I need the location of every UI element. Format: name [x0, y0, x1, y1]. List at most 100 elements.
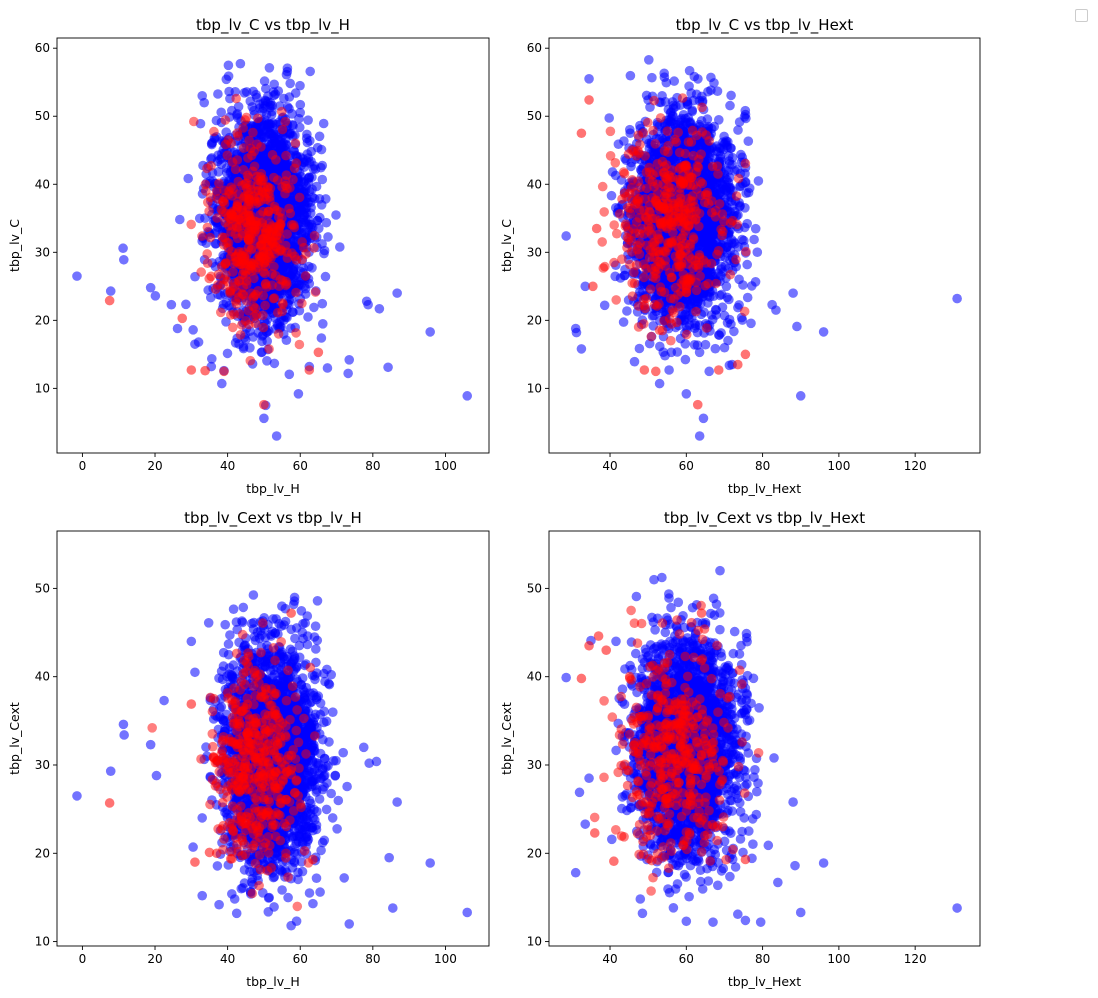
y-tick-label: 20	[35, 313, 50, 327]
highlight-point	[235, 330, 246, 340]
cluster-point	[317, 174, 328, 185]
data-point	[392, 288, 402, 298]
cluster-point	[712, 86, 723, 96]
data-point	[193, 337, 204, 347]
highlight-point	[280, 116, 291, 127]
cluster-point	[213, 89, 223, 99]
highlight-point	[233, 131, 243, 141]
cluster-point	[606, 190, 617, 201]
cluster-point	[719, 342, 730, 353]
cluster-point	[294, 305, 305, 316]
cluster-point	[750, 223, 761, 234]
cluster-point	[222, 348, 233, 359]
highlight-point	[241, 112, 252, 123]
cluster-point	[316, 200, 327, 210]
cluster-point	[218, 299, 229, 310]
cluster-point	[303, 173, 314, 184]
highlight-point	[228, 322, 238, 333]
highlight-point	[287, 248, 297, 258]
highlight-point	[258, 187, 268, 198]
highlight-point	[218, 196, 229, 207]
cluster-point	[726, 90, 736, 101]
x-tick-label: 0	[79, 459, 87, 473]
highlight-point	[249, 311, 260, 322]
data-point	[322, 363, 333, 373]
cluster-point	[317, 298, 328, 309]
y-tick-label: 50	[35, 109, 50, 123]
data-point	[383, 362, 393, 373]
highlight-point	[202, 258, 213, 269]
data-point	[197, 91, 208, 101]
data-point	[462, 391, 473, 401]
highlight-point	[248, 127, 258, 138]
highlight-point	[213, 280, 223, 290]
highlight-point	[104, 295, 115, 306]
cluster-point	[293, 206, 304, 216]
highlight-point	[244, 264, 255, 274]
highlight-point	[255, 210, 265, 220]
cluster-point	[259, 76, 270, 86]
highlight-point	[268, 293, 279, 304]
cluster-point	[307, 192, 318, 203]
cluster-point	[262, 163, 273, 173]
highlight-point	[313, 347, 324, 358]
highlight-point	[189, 116, 199, 127]
plot-frame	[56, 37, 490, 454]
highlight-point	[186, 365, 197, 375]
highlight-point	[209, 126, 219, 137]
data-point	[293, 389, 304, 399]
highlight-point	[244, 135, 254, 146]
highlight-point	[238, 143, 249, 153]
highlight-point	[269, 261, 279, 272]
highlight-point	[269, 201, 280, 212]
cluster-point	[216, 107, 226, 118]
cluster-point	[309, 302, 319, 313]
cluster-point	[262, 122, 273, 133]
cluster-point	[271, 119, 281, 130]
cluster-point	[733, 125, 743, 135]
cluster-point	[305, 66, 316, 77]
highlight-point	[202, 249, 212, 259]
highlight-point	[299, 242, 309, 253]
highlight-point	[252, 113, 263, 124]
highlight-point	[233, 176, 244, 187]
highlight-point	[203, 197, 213, 208]
data-point	[259, 413, 269, 424]
highlight-point	[222, 150, 233, 161]
data-point	[188, 325, 198, 335]
data-point	[118, 254, 129, 265]
highlight-point	[277, 124, 288, 135]
highlight-point	[294, 339, 305, 350]
y-tick-label: 40	[35, 177, 50, 191]
highlight-point	[232, 202, 243, 212]
cluster-point	[221, 317, 231, 327]
data-points	[561, 55, 962, 441]
cluster-point	[286, 294, 297, 305]
cluster-point	[647, 72, 657, 83]
cluster-point	[261, 83, 271, 94]
cluster-point	[264, 63, 275, 73]
highlight-point	[260, 300, 270, 311]
cluster-point	[736, 149, 746, 160]
cluster-point	[207, 354, 217, 364]
data-point	[343, 368, 353, 379]
highlight-point	[205, 232, 215, 243]
cluster-point	[221, 74, 232, 85]
cluster-point	[258, 98, 269, 108]
cluster-point	[725, 100, 735, 111]
cluster-point	[223, 60, 234, 71]
highlight-point	[285, 208, 296, 219]
highlight-point	[241, 217, 252, 228]
data-point	[72, 271, 82, 281]
cluster-point	[622, 306, 632, 316]
data-point	[271, 431, 282, 441]
highlight-point	[249, 222, 260, 233]
cluster-point	[213, 150, 223, 160]
cluster-point	[710, 343, 721, 354]
highlight-point	[309, 243, 319, 253]
cluster-point	[221, 127, 231, 137]
data-point	[145, 282, 156, 293]
cluster-point	[700, 339, 711, 350]
cluster-point	[664, 365, 674, 375]
